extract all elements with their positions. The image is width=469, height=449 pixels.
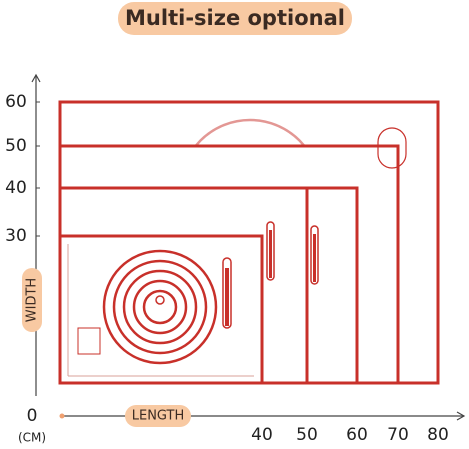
y-ticks [36,101,40,237]
title: Multi-size optional [125,6,345,30]
x-title-pill [125,405,191,427]
x-arrow [456,411,466,421]
x-title: LENGTH [132,409,185,424]
y-label: 40 [5,178,27,198]
y-title-pill [22,268,42,332]
x-label: 80 [427,425,449,445]
y-label: 60 [5,92,27,112]
y-title: WIDTH [25,278,40,322]
x-label: 60 [346,425,368,445]
unit: (CM) [18,431,46,445]
x-label: 50 [296,425,318,445]
mat-decoration [67,127,407,377]
x-label: 40 [251,425,273,445]
y-label: 30 [5,226,27,246]
title-pill [118,2,352,35]
y-arrow [31,73,41,83]
y-label: 50 [5,136,27,156]
x-label: 70 [387,425,409,445]
origin-dot [59,413,65,419]
origin: 0 [27,406,38,426]
